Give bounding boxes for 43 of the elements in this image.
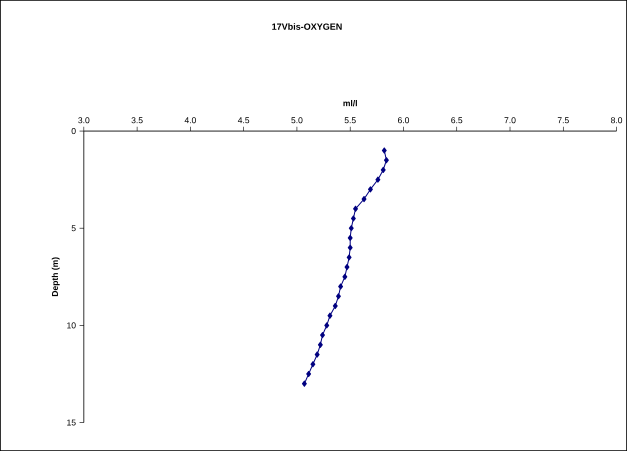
chart-title: 17Vbis-OXYGEN [272,23,342,30]
point [353,206,358,212]
x-tick-label: 8.0 [611,117,622,124]
point [318,342,323,348]
point [306,370,312,378]
x-tick-label: 6.5 [451,117,462,124]
point [320,332,325,338]
x-axis-title: ml/l [343,100,357,106]
point [362,196,367,202]
point [348,244,353,251]
point [350,215,356,222]
point [302,380,307,387]
y-tick-label: 10 [67,322,76,328]
x-tick-label: 7.5 [558,117,569,124]
y-tick-label: 0 [72,128,76,134]
x-tick-label: 7.0 [504,117,516,124]
point [338,283,344,290]
point [384,157,389,164]
point [314,351,320,358]
point [348,234,353,242]
x-tick-label: 3.5 [132,117,143,124]
point [342,274,348,280]
point [310,361,316,368]
x-tick-label: 5.0 [291,117,302,124]
y-tick-label: 15 [67,420,76,426]
y-tick-label: 5 [72,225,76,232]
x-tick-label: 4.5 [238,117,250,124]
x-tick-label: 6.0 [398,117,410,124]
point [348,225,354,232]
point [344,264,350,270]
x-tick-label: 4.0 [184,117,196,124]
point [382,147,387,154]
point [327,312,332,319]
point [336,293,341,300]
x-tick-label: 5.5 [344,117,356,124]
point [380,166,386,173]
y-axis-title: Depth (m) [52,257,60,296]
point [368,186,373,192]
point [324,322,330,328]
point [346,254,352,260]
point [332,302,338,310]
point [375,176,380,183]
x-tick-label: 3.0 [78,117,90,124]
